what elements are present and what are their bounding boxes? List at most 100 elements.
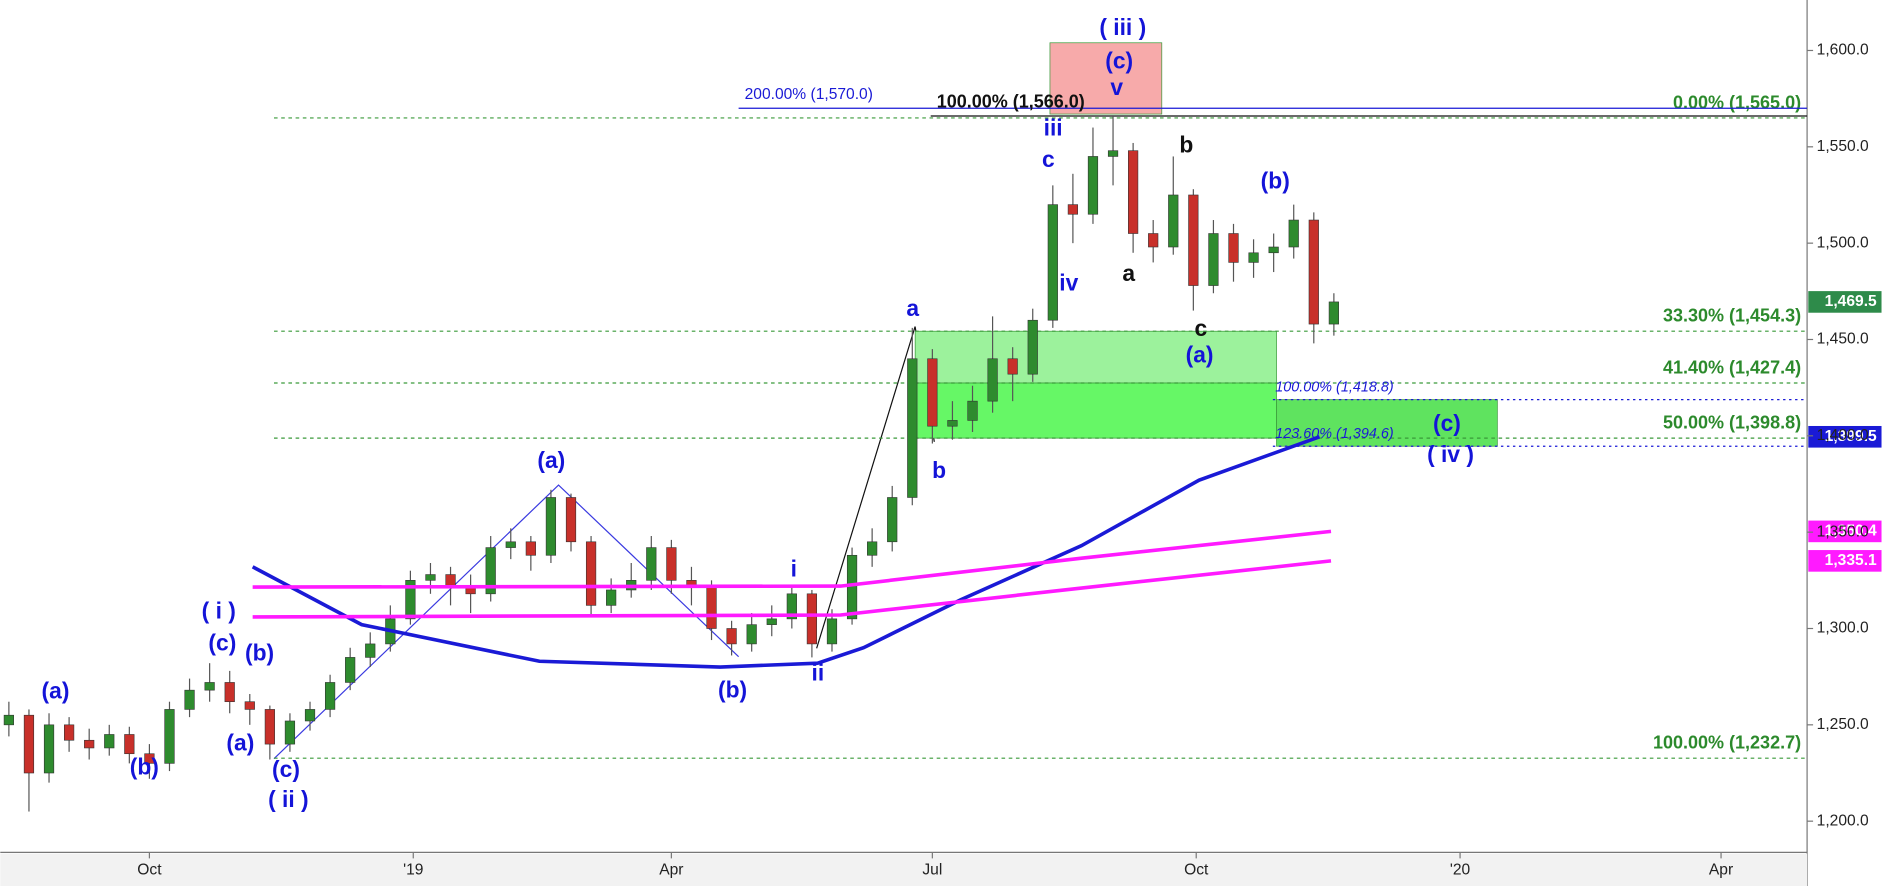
candle-body: [505, 541, 516, 548]
moving-average: [251, 435, 1321, 669]
candle-body: [887, 497, 898, 543]
candle-body: [324, 682, 336, 710]
zone: [914, 330, 1277, 384]
candle-body: [806, 593, 818, 645]
wave-label: a: [906, 295, 919, 321]
candle-body: [826, 618, 838, 645]
candle-body: [1128, 150, 1139, 234]
wave-label: (a): [226, 729, 254, 755]
target-label: 200.00% (1,570.0): [745, 86, 873, 103]
price-badge-label: 1,335.1: [1825, 552, 1877, 569]
candle-body: [64, 724, 75, 741]
price-badge: [1808, 550, 1882, 572]
candle-body: [746, 624, 757, 645]
candle-body: [786, 593, 797, 620]
candle-body: [1107, 150, 1119, 157]
candle-body: [1288, 219, 1299, 248]
labels: 1,469.5 1,399.5 1,350.4 1,335.1 (a) (b) ( i ) (…: [42, 14, 1882, 812]
candle-body: [1148, 233, 1159, 248]
fib-label: 50.00% (1,398.8): [1663, 412, 1801, 432]
zone: [1049, 42, 1163, 115]
wave-label: (c): [208, 630, 236, 656]
wave-label: b: [1179, 131, 1193, 157]
y-tick-label: 1,550.0: [1817, 138, 1869, 155]
candle-body: [43, 724, 55, 774]
candle-body: [987, 358, 998, 402]
candle-body: [304, 709, 316, 722]
candle-body: [244, 701, 255, 710]
wave-label: i: [791, 555, 797, 581]
candle-body: [1328, 301, 1339, 325]
candle-body: [846, 554, 858, 620]
y-tick-label: 1,600.0: [1817, 42, 1869, 59]
levels: 0.00% (1,565.0) 33.30% (1,454.3) 41.40% (1…: [273, 86, 1808, 759]
y-tick-label: 1,200.0: [1817, 812, 1869, 829]
price-badge-label: 1,350.4: [1825, 523, 1877, 540]
wave-label: (b): [1261, 168, 1290, 194]
wave-label: c: [1042, 146, 1055, 172]
candles: [3, 115, 1339, 812]
candle-body: [204, 682, 215, 691]
target-label: 100.00% (1,418.8): [1275, 379, 1393, 395]
candle-body: [164, 709, 175, 764]
wave-label: c: [1194, 315, 1207, 341]
y-tick-label: 1,300.0: [1817, 620, 1869, 637]
candle-body: [947, 420, 958, 427]
candle-body: [425, 574, 436, 581]
candle-body: [766, 618, 777, 625]
wave-label: (c): [1105, 47, 1133, 73]
moving-average: [252, 559, 1332, 619]
candle-body: [1308, 219, 1319, 325]
candle-body: [264, 709, 275, 745]
wave-label: ( iv ): [1427, 441, 1474, 467]
moving-average: [252, 529, 1332, 589]
x-tick-label: '19: [403, 862, 423, 879]
x-tick-label: Jul: [922, 862, 942, 879]
candle-body: [365, 643, 376, 658]
y-tick-label: 1,400.0: [1817, 427, 1869, 444]
wave-label: ii: [812, 660, 825, 686]
y-tick-label: 1,500.0: [1817, 234, 1869, 251]
wave-label: (a): [1186, 342, 1214, 368]
candle-body: [1067, 204, 1078, 215]
wave-label: ( i ): [202, 597, 236, 623]
wave-line: [273, 484, 740, 760]
fib-label: 33.30% (1,454.3): [1663, 306, 1801, 326]
candle-body: [345, 657, 356, 683]
candle-body: [1248, 252, 1259, 263]
x-axis-band: [0, 853, 1808, 886]
wave-label: a: [1122, 260, 1135, 286]
candle-body: [1268, 246, 1279, 254]
candle-body: [23, 714, 35, 774]
candle-body: [485, 547, 496, 595]
price-badge-label: 1,399.5: [1825, 428, 1877, 445]
candle-body: [1087, 156, 1099, 215]
wave-label: (b): [245, 639, 274, 665]
wave-label: b: [932, 457, 946, 483]
wave-label: (b): [718, 677, 747, 703]
y-tick-label: 1,450.0: [1817, 331, 1869, 348]
x-tick-label: Oct: [137, 862, 162, 879]
wave-label: iii: [1044, 115, 1063, 141]
wave-label: (b): [130, 753, 159, 779]
candle-body: [1208, 233, 1219, 286]
candle-body: [184, 689, 195, 710]
overlays: [251, 435, 1332, 669]
wave-label: ( iii ): [1099, 14, 1146, 40]
candle-body: [525, 541, 536, 556]
x-tick-label: '20: [1450, 862, 1471, 879]
x-tick-label: Apr: [1709, 862, 1733, 879]
candle-body: [666, 547, 677, 581]
wave-label: (a): [537, 447, 565, 473]
candle-body: [867, 541, 878, 556]
candle-body: [405, 580, 416, 620]
candle-body: [144, 753, 155, 764]
wave-label: iv: [1059, 270, 1078, 296]
candle-body: [3, 714, 14, 726]
candle-body: [545, 497, 557, 556]
candle-body: [1188, 194, 1199, 286]
y-tick-label: 1,350.0: [1817, 523, 1869, 540]
candle-body: [927, 358, 938, 427]
